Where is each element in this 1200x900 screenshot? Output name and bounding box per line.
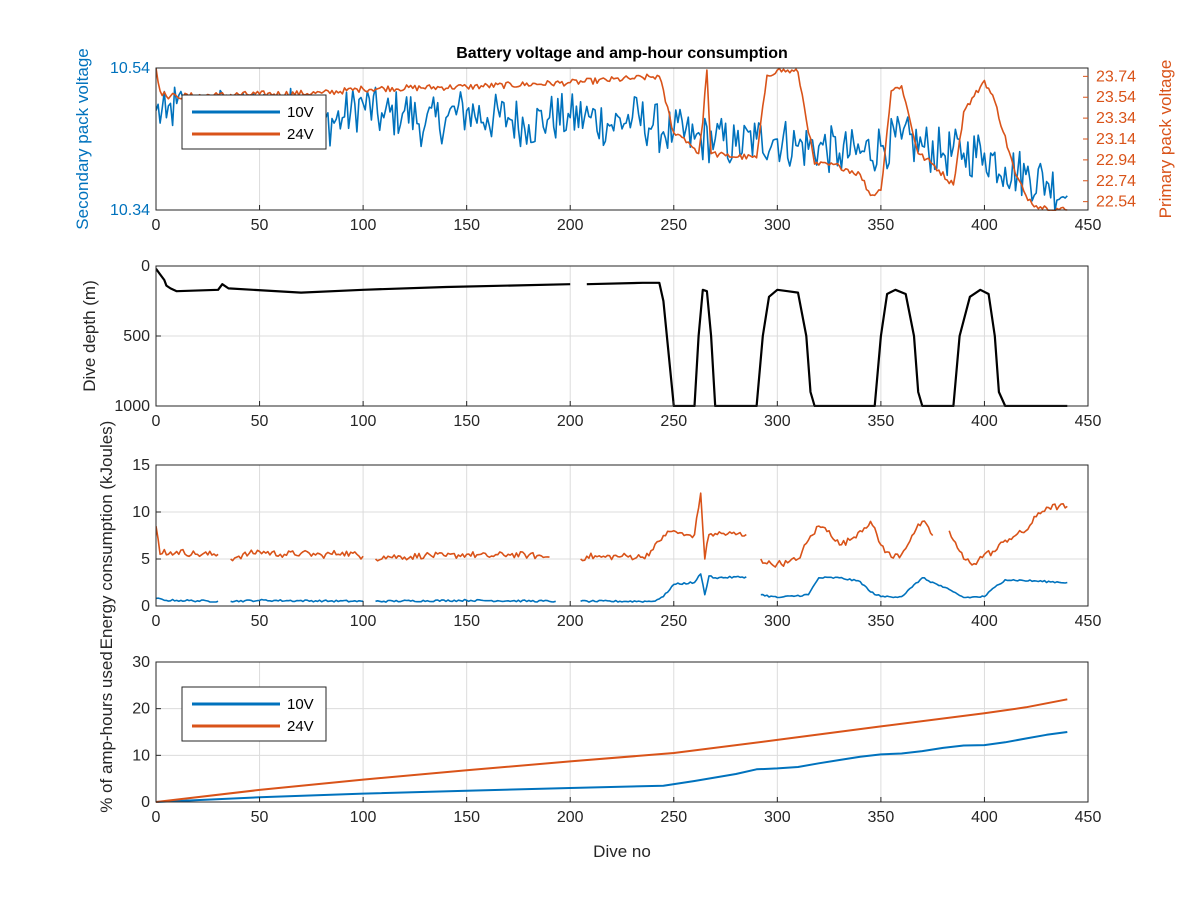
depth-y-tick-label: 1000	[114, 398, 150, 415]
amphours-x-tick-label: 350	[868, 809, 895, 826]
amphours-legend: 10V 24V	[181, 686, 327, 742]
depth-panel: 0 50 100 150 200 250 300 350 400 450 0 500 1000 Dive…	[80, 258, 1101, 430]
amphours-x-tick-label: 150	[453, 809, 480, 826]
depth-series-line-0	[156, 268, 1068, 407]
depth-x-tick-label: 150	[453, 413, 480, 430]
voltage-legend: 10V 24V	[181, 94, 327, 150]
voltage-y2-tick-label: 23.34	[1096, 110, 1136, 127]
voltage-legend-24v-label: 24V	[287, 126, 314, 143]
depth-x-tick-label: 50	[251, 413, 269, 430]
chart-title: Battery voltage and amp-hour consumption	[456, 45, 788, 62]
voltage-legend-box	[181, 94, 327, 150]
energy-x-tick-label: 400	[971, 613, 998, 630]
energy-x-tick-label: 150	[453, 613, 480, 630]
voltage-series-line-24v	[156, 67, 1068, 211]
energy-y-tick-label: 10	[132, 504, 150, 521]
energy-x-tick-label: 300	[764, 613, 791, 630]
depth-x-tick-label: 450	[1075, 413, 1102, 430]
depth-x-tick-label: 100	[350, 413, 377, 430]
amphours-x-tick-label: 100	[350, 809, 377, 826]
amphours-y-tick-label: 20	[132, 701, 150, 718]
amphours-legend-24v-label: 24V	[287, 718, 314, 735]
left-y-axis-label: Secondary pack voltage	[73, 48, 92, 229]
amphours-x-tick-label: 250	[660, 809, 687, 826]
amphours-y-tick-label: 10	[132, 747, 150, 764]
voltage-y2-tick-label: 22.74	[1096, 173, 1136, 190]
energy-axes-box	[155, 464, 1089, 607]
amphours-x-tick-label: 450	[1075, 809, 1102, 826]
energy-panel: 0 50 100 150 200 250 300 350 400 450 0 5 10 15 Energy…	[97, 421, 1101, 650]
voltage-x-tick-label: 50	[251, 217, 269, 234]
energy-series-line-24v	[156, 492, 1068, 568]
voltage-x-tick-label: 100	[350, 217, 377, 234]
depth-x-tick-label: 200	[557, 413, 584, 430]
amphours-panel: 0 50 100 150 200 250 300 350 400 450 0 10 20 30 % of …	[97, 651, 1101, 861]
energy-series-line-10v	[156, 573, 1068, 603]
voltage-x-tick-label: 400	[971, 217, 998, 234]
amphours-series-line-24v	[156, 698, 1068, 803]
amphours-y-tick-label: 30	[132, 654, 150, 671]
voltage-legend-10v-label: 10V	[287, 104, 314, 121]
voltage-y2-tick-label: 23.54	[1096, 89, 1136, 106]
energy-x-tick-label: 450	[1075, 613, 1102, 630]
energy-x-tick-label: 100	[350, 613, 377, 630]
voltage-x-tick-label: 300	[764, 217, 791, 234]
right-y-axis-label: Primary pack voltage	[1156, 60, 1175, 219]
amphours-series-line-10v	[156, 731, 1068, 803]
voltage-x-tick-label: 250	[660, 217, 687, 234]
amphours-legend-box	[181, 686, 327, 742]
amphours-y-tick-label: 0	[141, 794, 150, 811]
amphours-x-tick-label: 50	[251, 809, 269, 826]
amphours-x-tick-label: 300	[764, 809, 791, 826]
voltage-panel: 0 50 100 150 200 250 300 350 400 450 10.34 10.54 22.…	[73, 45, 1175, 234]
voltage-x-tick-label: 150	[453, 217, 480, 234]
amphours-axes-box	[155, 661, 1089, 803]
amphours-x-tick-label: 0	[152, 809, 161, 826]
depth-y-tick-label: 0	[141, 258, 150, 275]
energy-x-tick-label: 350	[868, 613, 895, 630]
voltage-x-tick-label: 450	[1075, 217, 1102, 234]
depth-x-tick-label: 250	[660, 413, 687, 430]
voltage-y-tick-label: 10.34	[110, 202, 150, 219]
amphours-x-tick-label: 200	[557, 809, 584, 826]
voltage-x-tick-label: 350	[868, 217, 895, 234]
voltage-y-tick-label: 10.54	[110, 60, 150, 77]
energy-x-tick-label: 0	[152, 613, 161, 630]
energy-y-axis-label: Energy consumption (kJoules)	[97, 421, 116, 650]
amphours-x-tick-label: 400	[971, 809, 998, 826]
voltage-y2-tick-label: 23.74	[1096, 68, 1136, 85]
energy-y-tick-label: 5	[141, 551, 150, 568]
amphours-y-axis-label: % of amp-hours used	[97, 651, 116, 813]
energy-y-tick-label: 15	[132, 457, 150, 474]
energy-x-tick-label: 50	[251, 613, 269, 630]
depth-x-tick-label: 300	[764, 413, 791, 430]
depth-x-tick-label: 350	[868, 413, 895, 430]
energy-x-tick-label: 250	[660, 613, 687, 630]
voltage-y2-tick-label: 22.94	[1096, 152, 1136, 169]
x-axis-label: Dive no	[593, 842, 651, 861]
amphours-legend-10v-label: 10V	[287, 696, 314, 713]
depth-y-axis-label: Dive depth (m)	[80, 280, 99, 391]
depth-x-tick-label: 0	[152, 413, 161, 430]
energy-y-tick-label: 0	[141, 598, 150, 615]
voltage-y2-tick-label: 23.14	[1096, 131, 1136, 148]
voltage-x-tick-label: 200	[557, 217, 584, 234]
energy-x-tick-label: 200	[557, 613, 584, 630]
voltage-y2-tick-label: 22.54	[1096, 194, 1136, 211]
depth-y-tick-label: 500	[123, 328, 150, 345]
depth-x-tick-label: 400	[971, 413, 998, 430]
voltage-x-tick-label: 0	[152, 217, 161, 234]
